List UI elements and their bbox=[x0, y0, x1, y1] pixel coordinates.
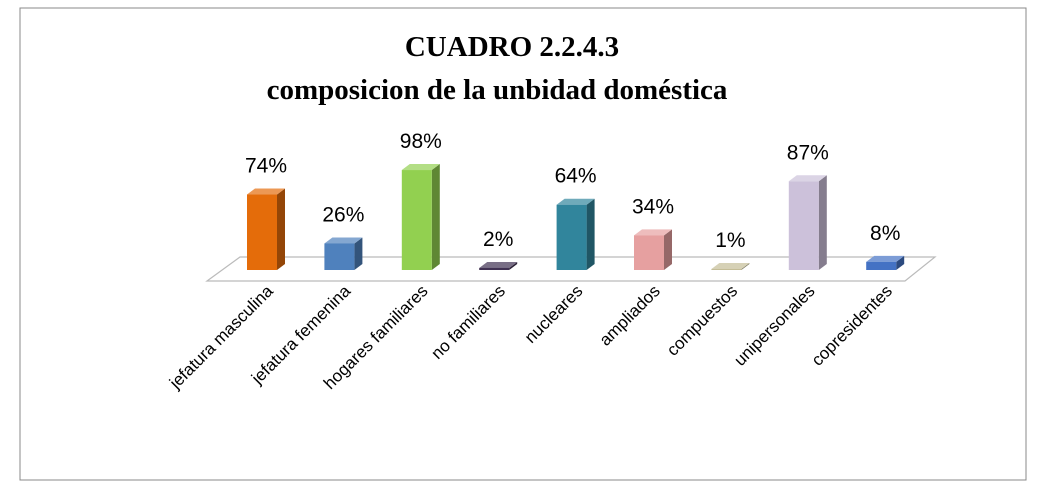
bar-top bbox=[711, 262, 750, 269]
bar bbox=[401, 170, 432, 270]
bar-side bbox=[277, 188, 285, 270]
bar bbox=[866, 261, 897, 270]
bar-side bbox=[741, 262, 750, 270]
chart-frame bbox=[19, 7, 1027, 481]
bar bbox=[634, 235, 664, 270]
bar-top bbox=[788, 175, 827, 182]
bar bbox=[556, 204, 587, 270]
value-label: 26% bbox=[322, 203, 364, 226]
bar-top bbox=[556, 198, 595, 205]
bar bbox=[479, 267, 510, 270]
bar bbox=[324, 243, 355, 270]
bar-side bbox=[354, 237, 363, 270]
bar bbox=[247, 194, 277, 270]
value-label: 87% bbox=[787, 141, 829, 164]
value-label: 34% bbox=[632, 195, 674, 218]
value-label: 2% bbox=[483, 228, 513, 251]
bar-top bbox=[634, 229, 672, 236]
bar-top bbox=[247, 188, 285, 195]
value-label: 8% bbox=[870, 222, 900, 245]
bar-side bbox=[431, 164, 440, 270]
bar-side bbox=[818, 175, 827, 270]
bar-top bbox=[401, 164, 440, 171]
value-label: 1% bbox=[715, 229, 745, 252]
value-label: 98% bbox=[400, 130, 442, 153]
bar-side bbox=[664, 229, 672, 270]
bar-side bbox=[586, 198, 595, 270]
bar bbox=[711, 268, 742, 270]
bar-side bbox=[509, 261, 518, 270]
bar-side bbox=[896, 255, 905, 270]
bar bbox=[788, 181, 819, 270]
value-label: 64% bbox=[555, 165, 597, 188]
value-label: 74% bbox=[245, 155, 287, 178]
bar-top bbox=[479, 261, 518, 268]
chart-subtitle: composicion de la unbidad doméstica bbox=[267, 74, 728, 106]
bar-top bbox=[866, 255, 905, 262]
chart-title: CUADRO 2.2.4.3 bbox=[405, 31, 619, 63]
bar-top bbox=[324, 237, 363, 244]
